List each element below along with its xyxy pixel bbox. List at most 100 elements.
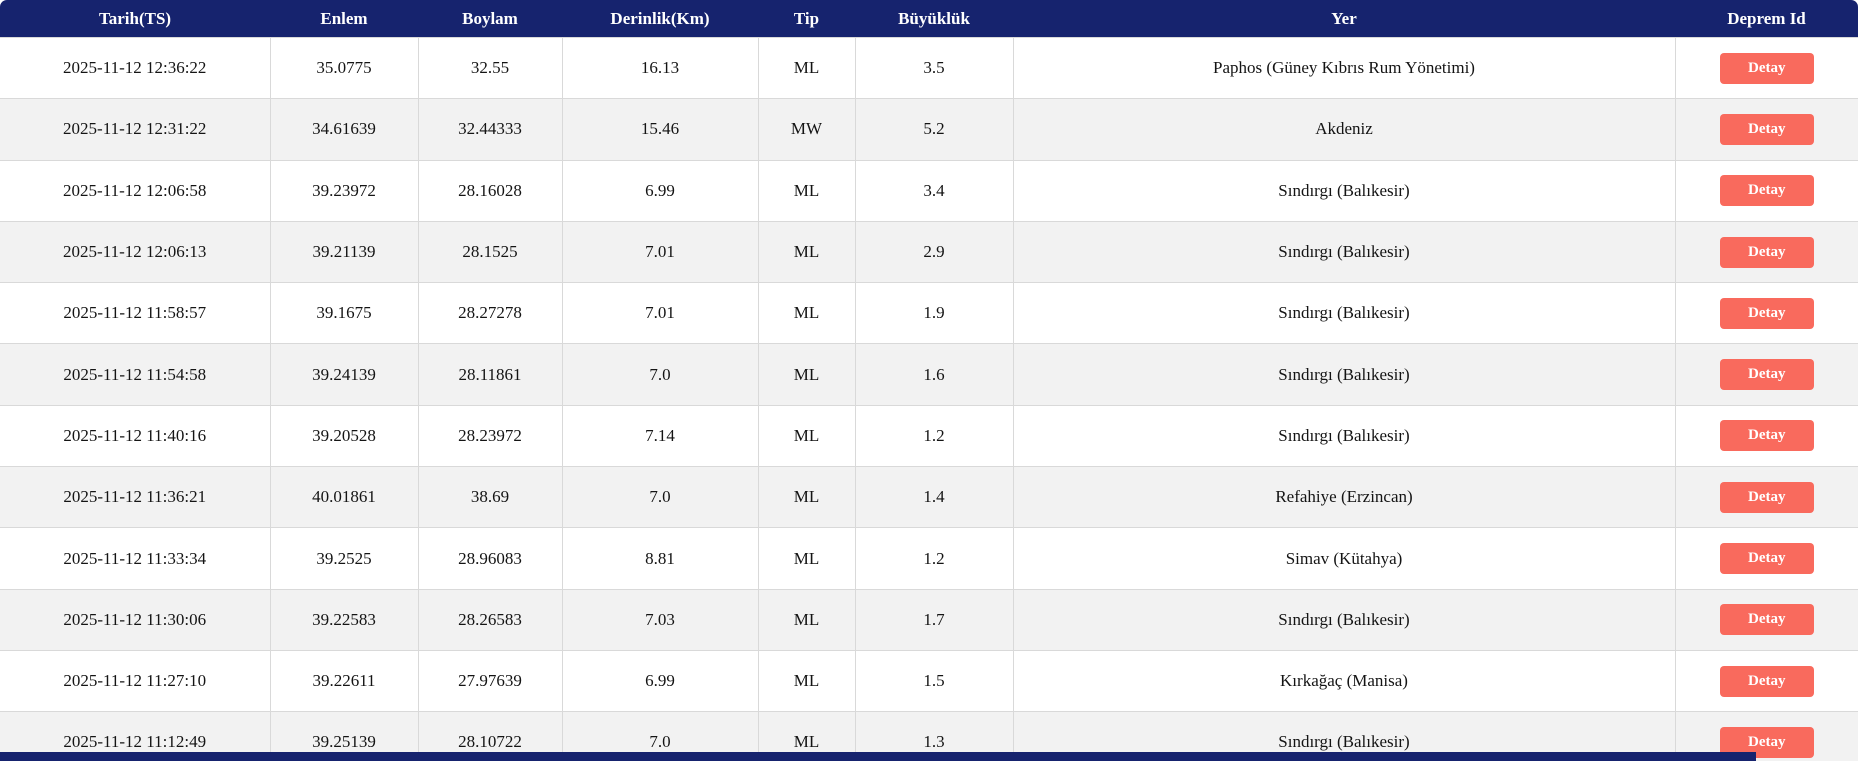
cell-buyukluk: 1.9 bbox=[854, 282, 1014, 345]
cell-deprem-id: Detay bbox=[1674, 649, 1858, 713]
cell-buyukluk: 1.2 bbox=[854, 527, 1014, 590]
table-body: 2025-11-12 12:36:22 35.0775 32.55 16.13 … bbox=[0, 36, 1858, 761]
cell-deprem-id: Detay bbox=[1674, 527, 1858, 590]
cell-deprem-id: Detay bbox=[1674, 343, 1858, 406]
cell-tarih: 2025-11-12 11:33:34 bbox=[0, 527, 271, 590]
cell-yer: Sındırgı (Balıkesir) bbox=[1012, 220, 1676, 284]
cell-buyukluk: 5.2 bbox=[854, 98, 1014, 161]
table-row: 2025-11-12 11:27:10 39.22611 27.97639 6.… bbox=[0, 649, 1858, 713]
cell-yer: Sındırgı (Balıkesir) bbox=[1012, 588, 1676, 651]
cell-tip: ML bbox=[757, 220, 856, 284]
table-row: 2025-11-12 11:40:16 39.20528 28.23972 7.… bbox=[0, 404, 1858, 468]
cell-yer: Paphos (Güney Kıbrıs Rum Yönetimi) bbox=[1012, 36, 1676, 100]
cell-yer: Sındırgı (Balıkesir) bbox=[1012, 282, 1676, 345]
cell-boylam: 32.44333 bbox=[417, 98, 563, 161]
cell-tarih: 2025-11-12 11:54:58 bbox=[0, 343, 271, 406]
cell-deprem-id: Detay bbox=[1674, 220, 1858, 284]
cell-enlem: 39.22583 bbox=[269, 588, 419, 651]
table-header: Tarih(TS) Enlem Boylam Derinlik(Km) Tip … bbox=[0, 0, 1858, 38]
cell-boylam: 28.1525 bbox=[417, 220, 563, 284]
detay-button[interactable]: Detay bbox=[1720, 604, 1814, 636]
cell-tip: ML bbox=[757, 159, 856, 222]
cell-boylam: 28.16028 bbox=[417, 159, 563, 222]
detay-button[interactable]: Detay bbox=[1720, 543, 1814, 575]
column-header-buyukluk: Büyüklük bbox=[855, 0, 1013, 38]
detay-button[interactable]: Detay bbox=[1720, 665, 1814, 697]
detay-button[interactable]: Detay bbox=[1720, 52, 1814, 84]
cell-deprem-id: Detay bbox=[1674, 282, 1858, 345]
cell-boylam: 28.96083 bbox=[417, 527, 563, 590]
cell-tarih: 2025-11-12 11:58:57 bbox=[0, 282, 271, 345]
cell-tip: ML bbox=[757, 649, 856, 713]
cell-yer: Akdeniz bbox=[1012, 98, 1676, 161]
cell-buyukluk: 2.9 bbox=[854, 220, 1014, 284]
column-header-deprem-id: Deprem Id bbox=[1675, 0, 1858, 38]
cell-yer: Simav (Kütahya) bbox=[1012, 527, 1676, 590]
cell-boylam: 32.55 bbox=[417, 36, 563, 100]
cell-tip: ML bbox=[757, 404, 856, 468]
cell-buyukluk: 1.2 bbox=[854, 404, 1014, 468]
cell-tarih: 2025-11-12 11:36:21 bbox=[0, 466, 271, 529]
cell-tarih: 2025-11-12 12:31:22 bbox=[0, 98, 271, 161]
cell-deprem-id: Detay bbox=[1674, 466, 1858, 529]
cell-yer: Sındırgı (Balıkesir) bbox=[1012, 159, 1676, 222]
cell-derinlik: 8.81 bbox=[561, 527, 759, 590]
cell-buyukluk: 1.4 bbox=[854, 466, 1014, 529]
cell-deprem-id: Detay bbox=[1674, 159, 1858, 222]
column-header-enlem: Enlem bbox=[270, 0, 418, 38]
cell-enlem: 39.22611 bbox=[269, 649, 419, 713]
cell-enlem: 39.2525 bbox=[269, 527, 419, 590]
column-header-tip: Tip bbox=[758, 0, 855, 38]
table-row: 2025-11-12 11:36:21 40.01861 38.69 7.0 M… bbox=[0, 466, 1858, 529]
cell-derinlik: 7.0 bbox=[561, 466, 759, 529]
cell-tarih: 2025-11-12 11:40:16 bbox=[0, 404, 271, 468]
cell-tarih: 2025-11-12 11:27:10 bbox=[0, 649, 271, 713]
cell-boylam: 27.97639 bbox=[417, 649, 563, 713]
cell-tip: ML bbox=[757, 527, 856, 590]
cell-derinlik: 15.46 bbox=[561, 98, 759, 161]
cell-enlem: 39.24139 bbox=[269, 343, 419, 406]
table-row: 2025-11-12 12:31:22 34.61639 32.44333 15… bbox=[0, 98, 1858, 161]
cell-derinlik: 7.0 bbox=[561, 343, 759, 406]
cell-buyukluk: 3.4 bbox=[854, 159, 1014, 222]
column-header-yer: Yer bbox=[1013, 0, 1675, 38]
cell-tip: ML bbox=[757, 343, 856, 406]
cell-derinlik: 7.01 bbox=[561, 282, 759, 345]
column-header-boylam: Boylam bbox=[418, 0, 562, 38]
detay-button[interactable]: Detay bbox=[1720, 420, 1814, 452]
cell-derinlik: 7.01 bbox=[561, 220, 759, 284]
column-header-derinlik: Derinlik(Km) bbox=[562, 0, 758, 38]
footer-bar bbox=[0, 752, 1756, 761]
detay-button[interactable]: Detay bbox=[1720, 113, 1814, 145]
cell-enlem: 35.0775 bbox=[269, 36, 419, 100]
cell-tip: ML bbox=[757, 588, 856, 651]
cell-derinlik: 7.03 bbox=[561, 588, 759, 651]
table-row: 2025-11-12 11:54:58 39.24139 28.11861 7.… bbox=[0, 343, 1858, 406]
detay-button[interactable]: Detay bbox=[1720, 236, 1814, 268]
cell-derinlik: 6.99 bbox=[561, 649, 759, 713]
detay-button[interactable]: Detay bbox=[1720, 175, 1814, 207]
cell-tarih: 2025-11-12 12:06:13 bbox=[0, 220, 271, 284]
detay-button[interactable]: Detay bbox=[1720, 481, 1814, 513]
cell-enlem: 39.21139 bbox=[269, 220, 419, 284]
cell-deprem-id: Detay bbox=[1674, 98, 1858, 161]
detay-button[interactable]: Detay bbox=[1720, 297, 1814, 329]
cell-deprem-id: Detay bbox=[1674, 36, 1858, 100]
header-row: Tarih(TS) Enlem Boylam Derinlik(Km) Tip … bbox=[0, 0, 1858, 38]
cell-tip: ML bbox=[757, 282, 856, 345]
cell-deprem-id: Detay bbox=[1674, 404, 1858, 468]
cell-enlem: 39.23972 bbox=[269, 159, 419, 222]
cell-derinlik: 16.13 bbox=[561, 36, 759, 100]
table-row: 2025-11-12 12:36:22 35.0775 32.55 16.13 … bbox=[0, 36, 1858, 100]
table-row: 2025-11-12 11:30:06 39.22583 28.26583 7.… bbox=[0, 588, 1858, 651]
table-row: 2025-11-12 11:33:34 39.2525 28.96083 8.8… bbox=[0, 527, 1858, 590]
cell-derinlik: 6.99 bbox=[561, 159, 759, 222]
column-header-tarih: Tarih(TS) bbox=[0, 0, 270, 38]
detay-button[interactable]: Detay bbox=[1720, 359, 1814, 391]
cell-tip: MW bbox=[757, 98, 856, 161]
cell-tip: ML bbox=[757, 466, 856, 529]
cell-deprem-id: Detay bbox=[1674, 588, 1858, 651]
cell-derinlik: 7.14 bbox=[561, 404, 759, 468]
